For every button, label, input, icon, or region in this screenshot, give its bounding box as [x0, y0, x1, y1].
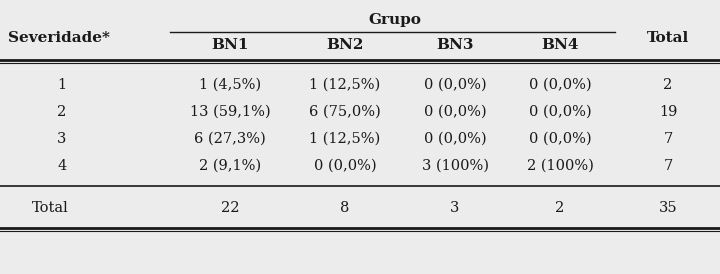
Text: 6 (27,3%): 6 (27,3%) — [194, 132, 266, 146]
Text: 1 (12,5%): 1 (12,5%) — [310, 132, 381, 146]
Text: 2: 2 — [663, 78, 672, 92]
Text: BN3: BN3 — [436, 38, 474, 52]
Text: 0 (0,0%): 0 (0,0%) — [528, 105, 591, 119]
Text: 0 (0,0%): 0 (0,0%) — [528, 132, 591, 146]
Text: 7: 7 — [663, 132, 672, 146]
Text: 13 (59,1%): 13 (59,1%) — [189, 105, 270, 119]
Text: 35: 35 — [659, 201, 678, 215]
Text: 3: 3 — [58, 132, 67, 146]
Text: 1 (12,5%): 1 (12,5%) — [310, 78, 381, 92]
Text: 19: 19 — [659, 105, 678, 119]
Text: 1 (4,5%): 1 (4,5%) — [199, 78, 261, 92]
Text: BN4: BN4 — [541, 38, 579, 52]
Text: 0 (0,0%): 0 (0,0%) — [314, 159, 377, 173]
Text: 0 (0,0%): 0 (0,0%) — [423, 78, 486, 92]
Text: Severidade*: Severidade* — [8, 30, 110, 44]
Text: 2: 2 — [58, 105, 67, 119]
Text: 0 (0,0%): 0 (0,0%) — [423, 132, 486, 146]
Text: 22: 22 — [221, 201, 239, 215]
Text: 7: 7 — [663, 159, 672, 173]
Text: BN2: BN2 — [326, 38, 364, 52]
Text: 1: 1 — [58, 78, 66, 92]
Text: 6 (75,0%): 6 (75,0%) — [309, 105, 381, 119]
Text: 2: 2 — [555, 201, 564, 215]
Text: 2 (9,1%): 2 (9,1%) — [199, 159, 261, 173]
Text: 3: 3 — [450, 201, 459, 215]
Text: 4: 4 — [58, 159, 67, 173]
Text: 0 (0,0%): 0 (0,0%) — [423, 105, 486, 119]
Text: Total: Total — [32, 201, 68, 215]
Text: 8: 8 — [341, 201, 350, 215]
Text: Grupo: Grupo — [369, 13, 421, 27]
Text: 3 (100%): 3 (100%) — [421, 159, 488, 173]
Text: 2 (100%): 2 (100%) — [526, 159, 593, 173]
Text: Total: Total — [647, 30, 689, 44]
Text: 0 (0,0%): 0 (0,0%) — [528, 78, 591, 92]
Text: BN1: BN1 — [211, 38, 248, 52]
